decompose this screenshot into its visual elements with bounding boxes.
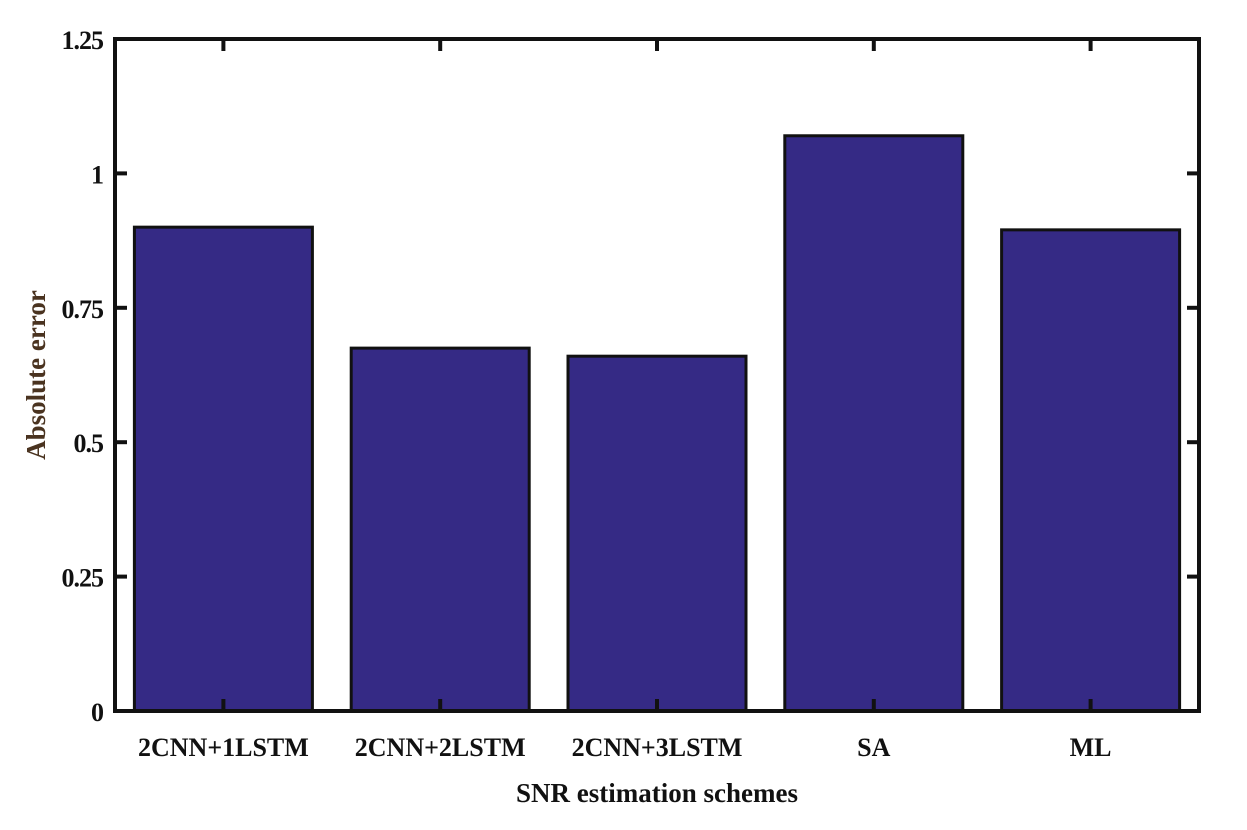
y-tick-label: 1 <box>91 160 103 189</box>
x-axis-title: SNR estimation schemes <box>516 778 798 808</box>
bar <box>349 346 531 713</box>
x-tick-label: 2CNN+2LSTM <box>355 733 526 762</box>
x-tick-label: 2CNN+3LSTM <box>572 733 743 762</box>
y-tick-label: 0.25 <box>62 564 105 593</box>
x-tick-label: ML <box>1070 733 1112 762</box>
y-tick-label: 0.5 <box>74 429 105 458</box>
x-tick-label: SA <box>857 733 890 762</box>
y-tick-label: 0.75 <box>62 295 105 324</box>
y-tick-label: 1.25 <box>62 26 105 55</box>
y-tick-label: 0 <box>91 698 104 727</box>
x-tick-label: 2CNN+1LSTM <box>138 733 309 762</box>
y-axis-title: Absolute error <box>21 290 51 460</box>
bar <box>783 134 965 713</box>
bar <box>1000 228 1182 713</box>
bar <box>132 225 314 713</box>
bar <box>566 354 748 713</box>
